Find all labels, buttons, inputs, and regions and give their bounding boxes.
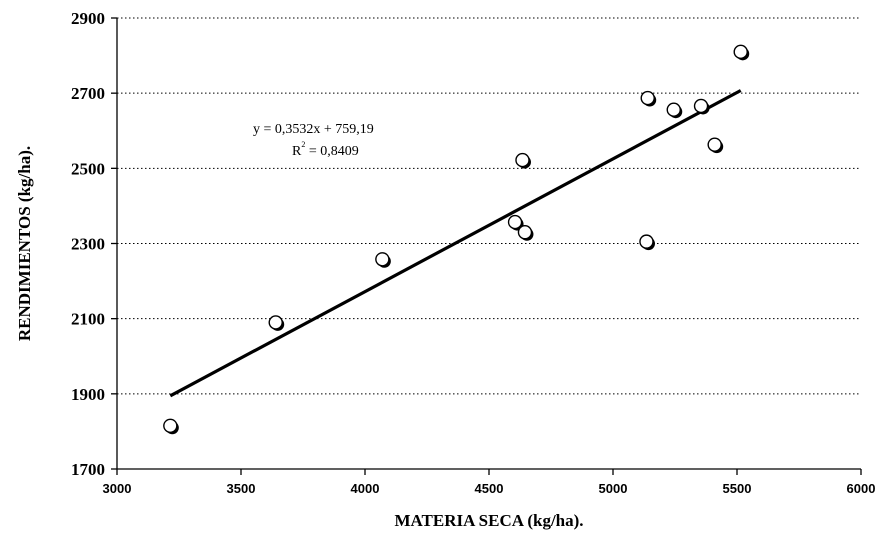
x-tick-label: 4500: [475, 481, 504, 496]
data-points: [163, 44, 750, 435]
data-point: [515, 152, 531, 169]
y-tick-label: 2500: [71, 159, 105, 178]
y-tick-label: 1900: [71, 385, 105, 404]
x-axis-title: MATERIA SECA (kg/ha).: [394, 511, 583, 530]
y-tick-label: 2700: [71, 84, 105, 103]
x-tick-label: 3000: [103, 481, 132, 496]
r-squared-label: R2 = 0,8409: [292, 140, 359, 159]
gridlines: [117, 17, 861, 395]
y-tick-label: 2100: [71, 310, 105, 329]
x-tick-label: 4000: [351, 481, 380, 496]
data-point: [639, 234, 655, 251]
r-squared-exponent: 2: [301, 140, 305, 149]
trendline-equation: y = 0,3532x + 759,19: [253, 122, 374, 137]
data-point: [268, 315, 285, 331]
r-squared-value: = 0,8409: [305, 144, 358, 159]
y-tick-label: 2300: [71, 235, 105, 254]
data-point: [517, 225, 534, 241]
x-tick-label: 3500: [227, 481, 256, 496]
y-axis-title: RENDIMIENTOS (kg/ha).: [15, 146, 34, 341]
r-squared-symbol: R: [292, 144, 302, 159]
x-tick-label: 5500: [723, 481, 752, 496]
y-tick-label: 2900: [71, 9, 105, 28]
x-axis-ticks: 3000 3500 4000 4500 5000 5500 6000: [103, 469, 876, 496]
data-point: [693, 98, 710, 115]
y-axis-ticks: 1700 1900 2100 2300 2500 2700 2900: [71, 9, 117, 479]
data-point: [733, 44, 750, 61]
x-tick-label: 5000: [599, 481, 628, 496]
y-tick-label: 1700: [71, 460, 105, 479]
data-point: [640, 90, 657, 107]
trendline: [169, 89, 742, 398]
x-tick-label: 6000: [847, 481, 876, 496]
data-point: [666, 102, 683, 119]
data-point: [375, 252, 391, 268]
data-point: [707, 137, 724, 154]
data-point: [163, 418, 179, 435]
